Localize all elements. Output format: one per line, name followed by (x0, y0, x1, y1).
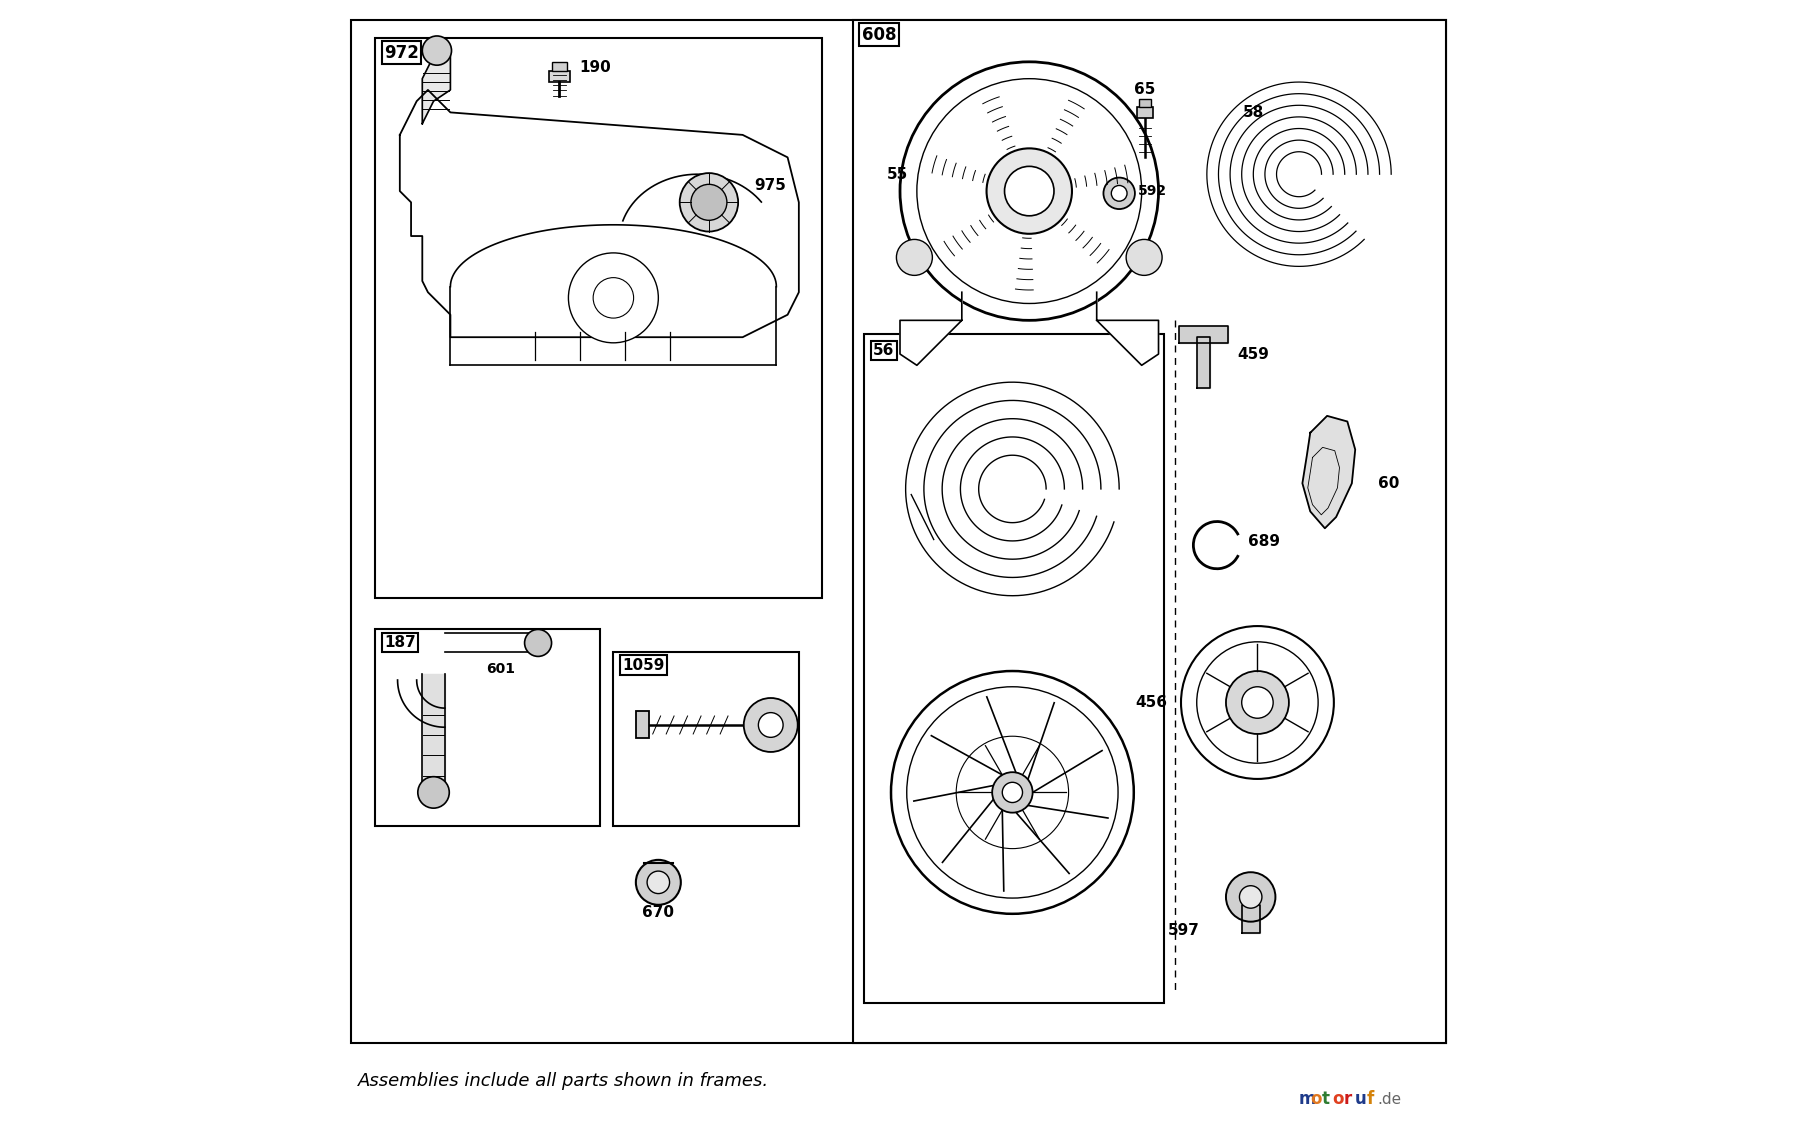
Circle shape (635, 860, 680, 905)
Text: 689: 689 (1249, 534, 1280, 550)
Text: 597: 597 (1168, 923, 1201, 939)
Circle shape (896, 239, 932, 275)
Circle shape (1242, 687, 1273, 718)
Text: u: u (1355, 1090, 1366, 1108)
Circle shape (916, 79, 1141, 303)
Bar (374, 38, 823, 598)
Circle shape (1103, 178, 1136, 209)
Text: 456: 456 (1136, 695, 1168, 710)
Text: 60: 60 (1377, 475, 1399, 491)
Circle shape (594, 278, 634, 318)
Bar (1138, 107, 1154, 118)
Bar (1139, 99, 1150, 107)
Bar (864, 334, 1165, 1003)
Circle shape (680, 173, 738, 232)
Polygon shape (1179, 326, 1228, 343)
Text: 65: 65 (1134, 82, 1156, 98)
Text: 459: 459 (1237, 346, 1269, 362)
Text: 187: 187 (383, 635, 416, 650)
Circle shape (418, 777, 450, 808)
Polygon shape (900, 292, 961, 365)
Text: 670: 670 (643, 905, 675, 921)
Text: f: f (1366, 1090, 1373, 1108)
Circle shape (1197, 642, 1318, 763)
Circle shape (1127, 239, 1163, 275)
Circle shape (956, 736, 1069, 849)
Bar (614, 652, 799, 826)
Circle shape (524, 629, 551, 656)
Polygon shape (423, 674, 445, 787)
Bar (635, 711, 650, 738)
Circle shape (1226, 671, 1289, 734)
Circle shape (907, 687, 1118, 898)
Circle shape (1004, 166, 1055, 216)
Circle shape (900, 62, 1159, 320)
Polygon shape (1096, 292, 1159, 365)
Text: Assemblies include all parts shown in frames.: Assemblies include all parts shown in fr… (358, 1072, 769, 1090)
Text: 601: 601 (486, 662, 515, 676)
Polygon shape (423, 56, 450, 124)
Circle shape (1226, 872, 1276, 922)
Text: .de: .de (1377, 1091, 1402, 1107)
Bar (374, 629, 599, 826)
Text: 592: 592 (1138, 184, 1168, 198)
Circle shape (992, 772, 1033, 813)
Circle shape (986, 148, 1073, 234)
Text: 56: 56 (873, 343, 895, 357)
Text: t: t (1321, 1090, 1330, 1108)
Polygon shape (1197, 337, 1210, 388)
Text: 608: 608 (862, 26, 896, 44)
Text: m: m (1300, 1090, 1316, 1108)
Circle shape (646, 871, 670, 894)
Circle shape (743, 698, 797, 752)
Polygon shape (400, 90, 799, 337)
Circle shape (1240, 886, 1262, 908)
Text: 975: 975 (754, 178, 787, 193)
Circle shape (423, 36, 452, 65)
Text: 1059: 1059 (623, 658, 664, 672)
Circle shape (691, 184, 727, 220)
Circle shape (1003, 782, 1022, 803)
Circle shape (569, 253, 659, 343)
Text: 190: 190 (580, 60, 612, 75)
Circle shape (1181, 626, 1334, 779)
Polygon shape (1303, 416, 1355, 528)
Text: r: r (1345, 1090, 1352, 1108)
Bar (551, 62, 567, 71)
Polygon shape (1242, 905, 1260, 933)
Text: 972: 972 (383, 44, 419, 62)
Circle shape (1111, 185, 1127, 201)
Text: o: o (1332, 1090, 1345, 1108)
Text: 55: 55 (887, 166, 907, 182)
Text: 58: 58 (1242, 105, 1264, 120)
Circle shape (758, 713, 783, 737)
Circle shape (891, 671, 1134, 914)
Text: o: o (1310, 1090, 1321, 1108)
Bar (549, 71, 569, 82)
Bar (853, 20, 1445, 1043)
